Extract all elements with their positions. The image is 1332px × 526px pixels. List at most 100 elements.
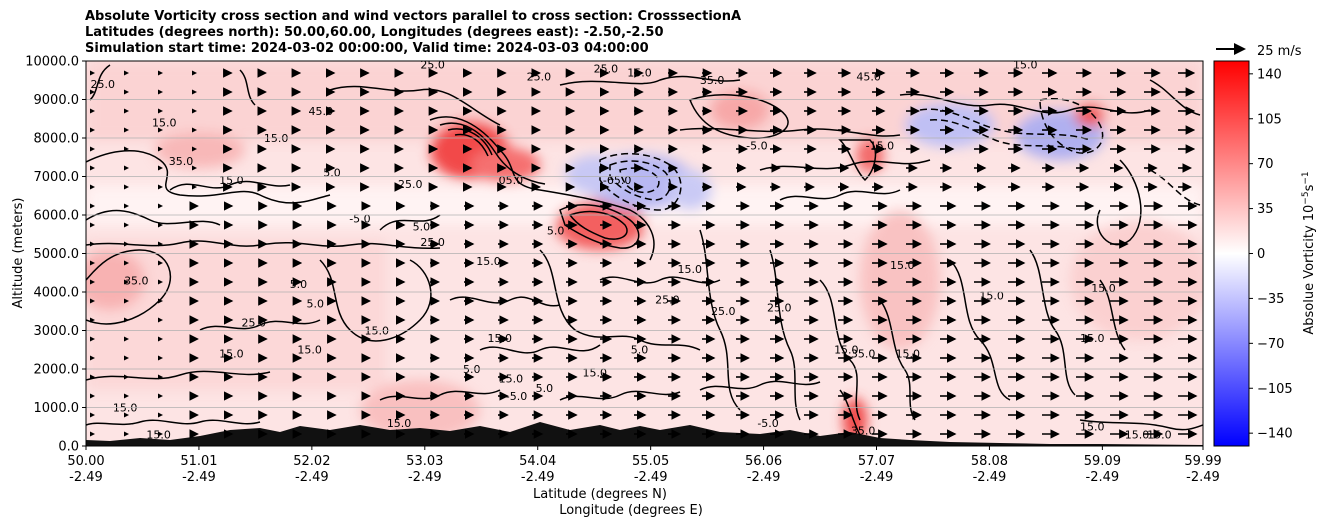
y-tick-label: 9000.0 — [34, 93, 80, 108]
y-axis: 0.0 1000.0 2000.0 3000.0 4000.0 5000.0 6000.0 7… — [25, 55, 86, 455]
wind-vector — [192, 165, 197, 171]
wind-vector — [158, 317, 163, 323]
title-line-2: Latitudes (degrees north): 50.00,60.00, … — [85, 25, 664, 40]
wind-vector — [90, 336, 95, 342]
contour-labels: 25.025.025.025.0 15.035.0 45.015.045.015.0… — [91, 59, 1172, 441]
colorbar-tick-label: 70 — [1257, 157, 1274, 172]
wind-vector — [90, 127, 95, 133]
contour-label: 25.0 — [91, 78, 116, 91]
colorbar-label: Absolue Vorticity 10−5s−1 — [1301, 171, 1317, 334]
x-tick-label-lat: 59.09 — [1084, 454, 1121, 469]
wind-vector — [158, 146, 163, 152]
wind-vector — [158, 203, 163, 209]
x-axis: 50.00-2.4951.01-2.4952.02-2.4953.03-2.49… — [67, 446, 1222, 485]
x-tick-label-lon: -2.49 — [69, 470, 103, 485]
wind-vector — [192, 127, 197, 133]
x-tick-label-lon: -2.49 — [295, 470, 329, 485]
y-tick-label: 6000.0 — [34, 209, 80, 224]
y-tick-label: 10000.0 — [25, 55, 79, 70]
contour-label: 15.0 — [297, 344, 322, 357]
quiver-key-label: 25 m/s — [1257, 44, 1302, 59]
contour-label: 15.0 — [627, 66, 652, 79]
contour-label: 35.0 — [169, 155, 194, 168]
wind-vector — [124, 260, 129, 266]
contour-label: 15.0 — [146, 428, 171, 441]
wind-vector — [90, 70, 95, 76]
contour-label: 15.0 — [1013, 59, 1038, 72]
wind-vector — [124, 336, 129, 342]
contour-label: 5.0 — [323, 167, 341, 180]
wind-vector — [124, 89, 129, 95]
wind-vector — [124, 393, 129, 399]
contour-label: -5.0 — [506, 390, 527, 403]
wind-vector — [124, 298, 129, 304]
y-tick-label: 4000.0 — [34, 286, 80, 301]
wind-vector — [158, 355, 163, 361]
y-tick-label: 1000.0 — [34, 401, 80, 416]
contour-label: 15.0 — [1125, 428, 1150, 441]
wind-vector — [90, 89, 95, 95]
contour-label: 45.0 — [856, 70, 881, 83]
colorbar-tick-label: 140 — [1257, 67, 1282, 82]
wind-vector — [158, 260, 163, 266]
wind-vector — [124, 222, 129, 228]
contour-label: 05.0 — [499, 174, 524, 187]
y-tick-label: 0.0 — [58, 440, 79, 455]
grid-lines — [86, 99, 1203, 408]
wind-vector — [192, 108, 197, 114]
wind-vector — [158, 412, 163, 418]
contour-label: 15.0 — [487, 332, 512, 345]
wind-vector — [90, 317, 95, 323]
wind-vector — [124, 70, 129, 76]
colorbar-ticks: 140 105 70 35 0 −35 −70 −105 −140 — [1249, 67, 1293, 442]
contour-label: 15.0 — [387, 417, 412, 430]
contour-label: 5.0 — [306, 297, 324, 310]
wind-vector — [124, 184, 129, 190]
contour-label: 5.0 — [547, 224, 565, 237]
contour-label: 35.0 — [700, 74, 725, 87]
contour-label: 35.0 — [851, 347, 876, 360]
vorticity-field: 25.025.025.025.0 15.035.0 45.015.045.015.0… — [86, 59, 1203, 446]
x-tick-label-lon: -2.49 — [1086, 470, 1120, 485]
contour-label: 15.0 — [896, 347, 921, 360]
wind-vector — [158, 127, 163, 133]
contour-label: 15.0 — [219, 174, 244, 187]
wind-vector — [90, 241, 95, 247]
wind-vector — [124, 374, 129, 380]
contour-label: -5.0 — [349, 213, 370, 226]
colorbar-tick-label: −105 — [1257, 382, 1293, 397]
wind-vector — [158, 431, 163, 437]
y-tick-label: 7000.0 — [34, 170, 80, 185]
wind-vector — [90, 184, 95, 190]
wind-vector — [192, 184, 197, 190]
contour-label: 15.0 — [1147, 428, 1172, 441]
x-tick-label-lat: 53.03 — [406, 454, 443, 469]
wind-vector — [90, 355, 95, 361]
title-line-1: Absolute Vorticity cross section and win… — [85, 9, 742, 24]
wind-vector — [90, 279, 95, 285]
contour-label: 15.0 — [219, 347, 244, 360]
y-tick-label: 2000.0 — [34, 363, 80, 378]
contour-label: 5.0 — [536, 382, 554, 395]
x-tick-label-lat: 55.05 — [632, 454, 669, 469]
x-tick-label-lat: 54.04 — [519, 454, 556, 469]
wind-vector — [124, 127, 129, 133]
contour-label: 15.0 — [152, 116, 177, 129]
wind-vector — [158, 184, 163, 190]
contour-label: 15.0 — [834, 344, 859, 357]
wind-vector — [158, 393, 163, 399]
contour-label: 15.0 — [499, 372, 524, 385]
colorbar-tick-label: 35 — [1257, 202, 1274, 217]
wind-vector — [124, 355, 129, 361]
colorbar: 140 105 70 35 0 −35 −70 −105 −140 Absolue Vortic… — [1213, 60, 1317, 447]
wind-vector — [192, 70, 197, 76]
wind-vector — [90, 146, 95, 152]
y-axis-label: Altitude (meters) — [11, 198, 26, 309]
wind-vector — [158, 279, 163, 285]
y-tick-label: 3000.0 — [34, 324, 80, 339]
wind-vector — [158, 336, 163, 342]
contour-label: 25.0 — [767, 301, 792, 314]
wind-vector — [192, 146, 197, 152]
